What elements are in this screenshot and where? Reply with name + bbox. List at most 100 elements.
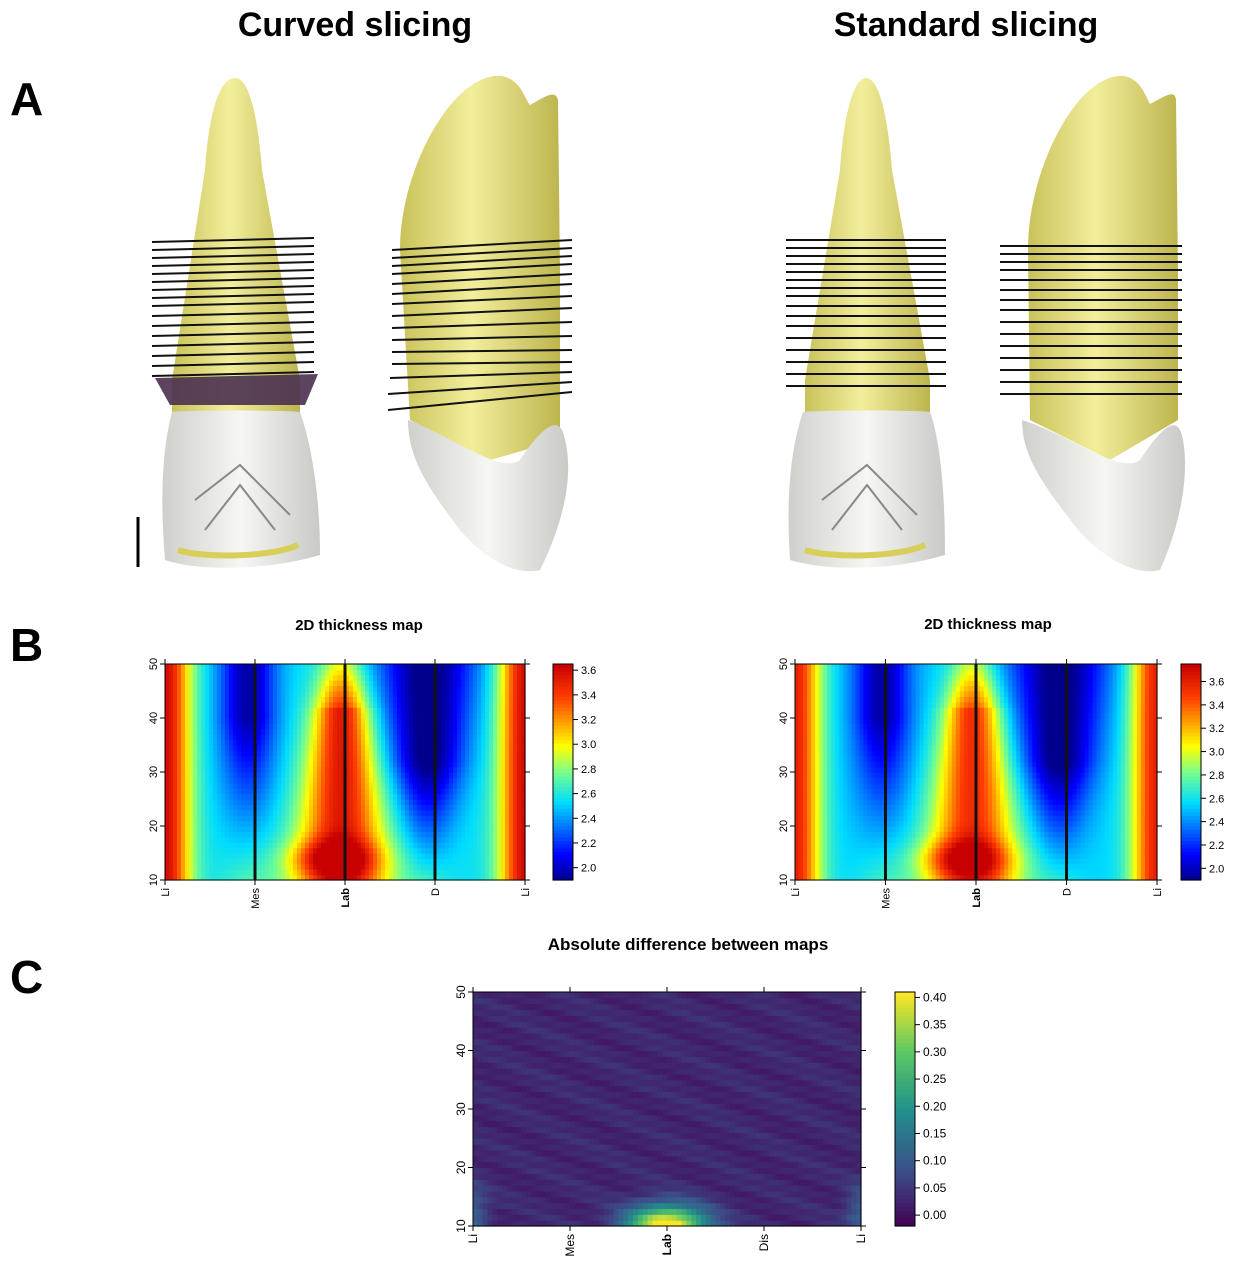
heatmap-cell [815, 831, 820, 837]
heatmap-cell [353, 826, 358, 832]
heatmap-cell [892, 810, 897, 816]
heatmap-cell [457, 794, 462, 800]
heatmap-cell [201, 707, 206, 713]
heatmap-cell [397, 740, 402, 746]
heatmap-cell [481, 702, 486, 708]
heatmap-cell [257, 804, 262, 810]
heatmap-cell [879, 745, 884, 751]
heatmap-cell [795, 767, 800, 773]
heatmap-cell [261, 858, 266, 864]
heatmap-cell [843, 767, 848, 773]
heatmap-cell [477, 767, 482, 773]
heatmap-cell [281, 761, 286, 767]
heatmap-cell [381, 680, 386, 686]
heatmap-cell [349, 864, 354, 870]
heatmap-cell [373, 707, 378, 713]
heatmap-cell [393, 842, 398, 848]
heatmap-cell [197, 858, 202, 864]
heatmap-cell [357, 680, 362, 686]
heatmap-cell [189, 680, 194, 686]
heatmap-cell [381, 821, 386, 827]
heatmap-cell [892, 821, 897, 827]
heatmap-cell [843, 804, 848, 810]
heatmap-cell [505, 869, 510, 875]
heatmap-cell [357, 821, 362, 827]
heatmap-cell [912, 740, 917, 746]
heatmap-cell [237, 745, 242, 751]
heatmap-cell [461, 821, 466, 827]
heatmap-cell [313, 853, 318, 859]
heatmap-cell [465, 729, 470, 735]
heatmap-cell [425, 848, 430, 854]
heatmap-cell [892, 837, 897, 843]
colorbar-segment [553, 797, 573, 801]
heatmap-cell [285, 702, 290, 708]
heatmap-cell [517, 799, 522, 805]
heatmap-cell [313, 740, 318, 746]
heatmap-cell [385, 723, 390, 729]
heatmap-cell [867, 826, 872, 832]
heatmap-cell [377, 869, 382, 875]
heatmap-cell [457, 723, 462, 729]
heatmap-cell [241, 842, 246, 848]
heatmap-cell [879, 777, 884, 783]
heatmap-cell [309, 810, 314, 816]
heatmap-cell [381, 767, 386, 773]
heatmap-cell [397, 713, 402, 719]
heatmap-cell [181, 788, 186, 794]
heatmap-cell [863, 810, 868, 816]
x-tick-label: Li [160, 888, 172, 897]
heatmap-cell [289, 713, 294, 719]
heatmap-cell [489, 756, 494, 762]
heatmap-cell [489, 831, 494, 837]
heatmap-cell [257, 729, 262, 735]
heatmap-cell [381, 718, 386, 724]
heatmap-cell [309, 734, 314, 740]
heatmap-cell [249, 831, 254, 837]
heatmap-cell [389, 767, 394, 773]
heatmap-cell [807, 794, 812, 800]
colorbar-segment [553, 711, 573, 715]
heatmap-cell [249, 761, 254, 767]
heatmap-cell [501, 675, 506, 681]
heatmap-cell [799, 826, 804, 832]
heatmap-cell [513, 707, 518, 713]
heatmap-cell [249, 734, 254, 740]
heatmap-cell [896, 799, 901, 805]
heatmap-cell [169, 664, 174, 670]
heatmap-cell [888, 680, 893, 686]
heatmap-cell [405, 777, 410, 783]
heatmap-cell [237, 713, 242, 719]
heatmap-cell [859, 734, 864, 740]
heatmap-cell [513, 815, 518, 821]
heatmap-cell [843, 729, 848, 735]
heatmap-cell [803, 837, 808, 843]
heatmap-cell [920, 853, 925, 859]
heatmap-cell [807, 745, 812, 751]
heatmap-cell [912, 734, 917, 740]
heatmap-cell [916, 750, 921, 756]
heatmap-cell [421, 826, 426, 832]
heatmap-cell [265, 707, 270, 713]
heatmap-cell [169, 675, 174, 681]
heatmap-cell [481, 794, 486, 800]
heatmap-cell [896, 767, 901, 773]
heatmap-cell [217, 788, 222, 794]
heatmap-cell [193, 848, 198, 854]
heatmap-cell [477, 756, 482, 762]
heatmap-cell [205, 718, 210, 724]
heatmap-cell [193, 750, 198, 756]
heatmap-cell [237, 837, 242, 843]
heatmap-cell [221, 869, 226, 875]
heatmap-cell [867, 783, 872, 789]
heatmap-cell [397, 810, 402, 816]
heatmap-cell [485, 842, 490, 848]
heatmap-cell [385, 788, 390, 794]
heatmap-cell [461, 713, 466, 719]
heatmap-cell [185, 729, 190, 735]
heatmap-cell [237, 707, 242, 713]
heatmap-cell [177, 767, 182, 773]
heatmap-cell [281, 864, 286, 870]
heatmap-cell [297, 696, 302, 702]
heatmap-cell [377, 680, 382, 686]
